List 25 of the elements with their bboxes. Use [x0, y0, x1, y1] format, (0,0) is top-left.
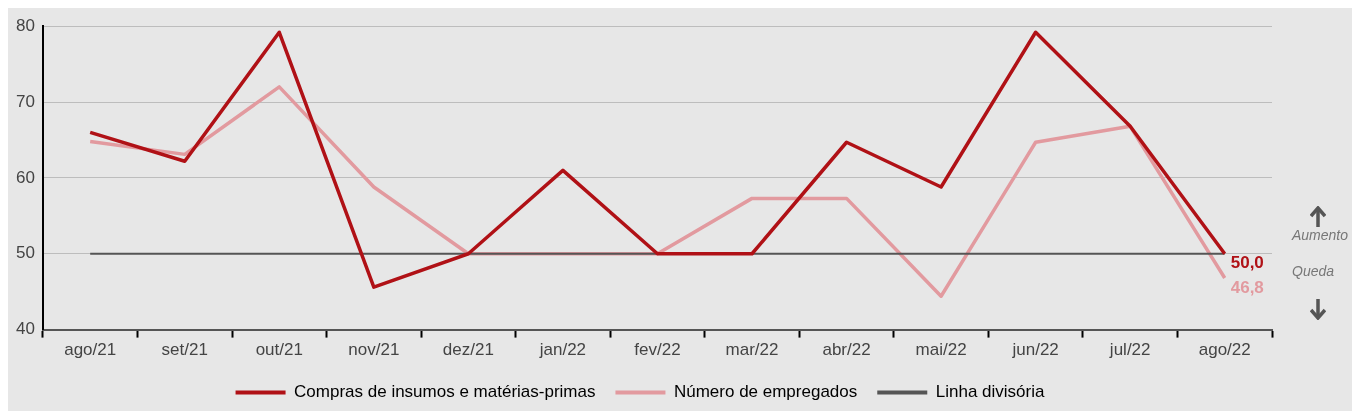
text: Queda — [1292, 262, 1335, 279]
y-tick-label: 50 — [15, 243, 35, 263]
x-tick-label: fev/22 — [634, 340, 681, 360]
y-tick-label: 60 — [15, 167, 35, 187]
x-tick-label: abr/22 — [822, 340, 871, 360]
legend-label: Número de empregados — [673, 382, 858, 402]
x-tick-label: ago/22 — [1198, 340, 1251, 360]
x-tick-label: set/21 — [161, 340, 208, 360]
x-tick-label: jul/22 — [1108, 340, 1151, 360]
x-tick-label: nov/21 — [348, 340, 400, 360]
data-label: 50,0 — [1230, 253, 1264, 273]
y-tick-label: 70 — [15, 91, 35, 111]
text: Aumento — [1291, 226, 1349, 243]
x-tick-label: jan/22 — [538, 340, 587, 360]
data-label: 46,8 — [1230, 277, 1264, 297]
x-tick-label: jun/22 — [1011, 340, 1059, 360]
x-tick-label: out/21 — [255, 340, 303, 360]
legend-label: Compras de insumos e matérias-primas — [294, 382, 596, 402]
x-tick-label: mar/22 — [725, 340, 779, 360]
legend-label: Linha divisória — [935, 382, 1045, 402]
x-tick-label: mai/22 — [915, 340, 967, 360]
y-tick-label: 80 — [15, 15, 35, 35]
y-tick-label: 40 — [15, 319, 35, 339]
x-tick-label: dez/21 — [442, 340, 494, 360]
x-tick-label: ago/21 — [64, 340, 117, 360]
